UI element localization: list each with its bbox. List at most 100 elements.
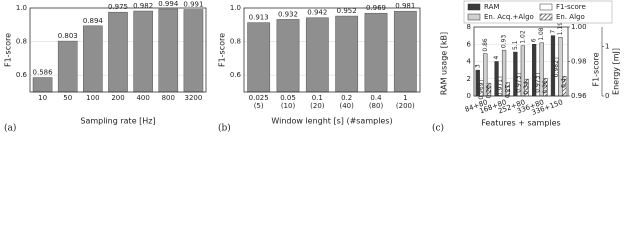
- bar: [32, 77, 53, 93]
- x-tick-label: 0.05: [280, 94, 296, 102]
- x-axis-label: Sampling rate [Hz]: [80, 117, 155, 126]
- value-label: 3: [474, 64, 481, 68]
- value-label: 0.981: [395, 2, 415, 10]
- value-label: 0.973: [516, 75, 523, 92]
- bar: [393, 10, 417, 93]
- value-label: 5.1: [512, 40, 519, 50]
- value-label: 1.19: [557, 22, 564, 36]
- y-tick-label: 0.6: [230, 71, 242, 79]
- value-label: 0.994: [158, 0, 179, 8]
- legend-swatch: [467, 3, 481, 11]
- x-tick-label: 200: [111, 94, 124, 102]
- x-tick-label: 400: [136, 94, 149, 102]
- value-label: 0.26: [486, 85, 493, 99]
- bar: [158, 8, 179, 93]
- y2-tick-label: 0.98: [571, 58, 587, 66]
- value-label: 0.586: [33, 69, 54, 77]
- x-tick-label: 800: [162, 94, 175, 102]
- x-tick-label: 0.1: [312, 94, 323, 102]
- value-label: 1.08: [538, 27, 545, 41]
- legend-box: [463, 0, 613, 24]
- legend-label: En. Algo: [556, 13, 585, 21]
- value-label: 0.982: [133, 2, 153, 10]
- legend-label: RAM: [484, 3, 499, 11]
- value-label: 0.971: [497, 79, 504, 96]
- value-label: 0.991: [183, 1, 203, 9]
- bar: [183, 9, 204, 93]
- value-label: 0.27: [504, 85, 511, 99]
- figure: 0.60.81.00.586100.803500.8941000.9752000…: [4, 0, 621, 134]
- x-tick-label: 50: [63, 94, 72, 102]
- bar: [133, 10, 153, 93]
- value-label: 6: [531, 38, 538, 42]
- y-axis-label: F1-score: [218, 33, 227, 67]
- x-tick-label: (5): [254, 102, 264, 110]
- value-label: 4: [493, 56, 500, 60]
- y-tick-label: 0: [467, 92, 471, 100]
- panel-label: (a): [4, 123, 16, 134]
- value-label: 0.36: [542, 80, 549, 94]
- x-axis-label: Window lenght [s] (#samples): [271, 117, 392, 126]
- y-axis-label: F1-score: [4, 33, 13, 67]
- value-label: 0.952: [337, 7, 357, 15]
- y3-axis-label: Energy [mJ]: [612, 48, 621, 95]
- panel-label: (c): [432, 123, 444, 134]
- x-tick-label: (20): [310, 102, 325, 110]
- y-axis-label: RAM usage [kB]: [440, 32, 449, 95]
- panel-label: (b): [218, 123, 231, 134]
- value-label: 0.975: [108, 3, 128, 11]
- x-axis-label: Features + samples: [481, 119, 560, 128]
- x-tick-label: 3200: [185, 94, 203, 102]
- bar: [335, 15, 359, 93]
- value-label: 1.02: [519, 30, 526, 44]
- y-tick-label: 4: [467, 58, 472, 66]
- value-label: 0.86: [482, 38, 489, 52]
- value-label: 0.973: [534, 75, 541, 92]
- y2-axis-label: F1-score: [592, 52, 601, 86]
- legend-label: F1-score: [556, 3, 586, 11]
- bar: [108, 11, 128, 93]
- value-label: 0.34: [523, 81, 530, 95]
- value-label: 0.932: [278, 10, 298, 18]
- x-tick-label: 0.4: [370, 94, 382, 102]
- y-tick-label: 1.0: [16, 4, 27, 12]
- value-label: 0.942: [307, 9, 327, 17]
- y3-tick-label: 1: [605, 43, 609, 51]
- bar: [247, 22, 271, 93]
- x-tick-label: 0.025: [249, 94, 269, 102]
- x-tick-label: 1: [403, 94, 407, 102]
- x-tick-label: (40): [339, 102, 354, 110]
- legend-swatch: [539, 13, 553, 21]
- value-label: 0.803: [58, 32, 78, 40]
- x-tick-label: (200): [396, 102, 415, 110]
- legend-swatch: [539, 3, 553, 11]
- y-tick-label: 0.6: [16, 71, 28, 79]
- value-label: 0.93: [501, 35, 508, 49]
- y2-tick-label: 0.96: [571, 92, 587, 100]
- value-label: 0.969: [478, 82, 485, 99]
- legend-swatch: [467, 13, 481, 21]
- bar: [276, 19, 300, 93]
- value-label: 0.982: [553, 60, 560, 77]
- x-tick-label: (10): [281, 102, 296, 110]
- value-label: 0.4: [561, 78, 568, 88]
- y2-tick-label: 1.00: [571, 23, 587, 31]
- y-tick-label: 0.8: [16, 38, 27, 46]
- y-tick-label: 1.0: [230, 4, 241, 12]
- y-tick-label: 0.8: [230, 38, 241, 46]
- y-tick-label: 8: [467, 23, 471, 31]
- x-tick-label: (80): [369, 102, 384, 110]
- value-label: 7: [549, 30, 556, 34]
- plot-frame: [29, 7, 207, 93]
- y-tick-label: 2: [467, 75, 471, 83]
- legend-label: En. Acq.+Algo: [484, 13, 534, 21]
- bar: [57, 40, 78, 93]
- plot-frame: [473, 26, 569, 97]
- y-tick-label: 6: [467, 40, 472, 48]
- bar: [364, 12, 388, 93]
- bar: [83, 25, 103, 93]
- x-tick-label: 100: [86, 94, 99, 102]
- x-tick-label: 0.2: [341, 94, 352, 102]
- bar: [305, 17, 329, 93]
- plot-frame: [243, 7, 421, 93]
